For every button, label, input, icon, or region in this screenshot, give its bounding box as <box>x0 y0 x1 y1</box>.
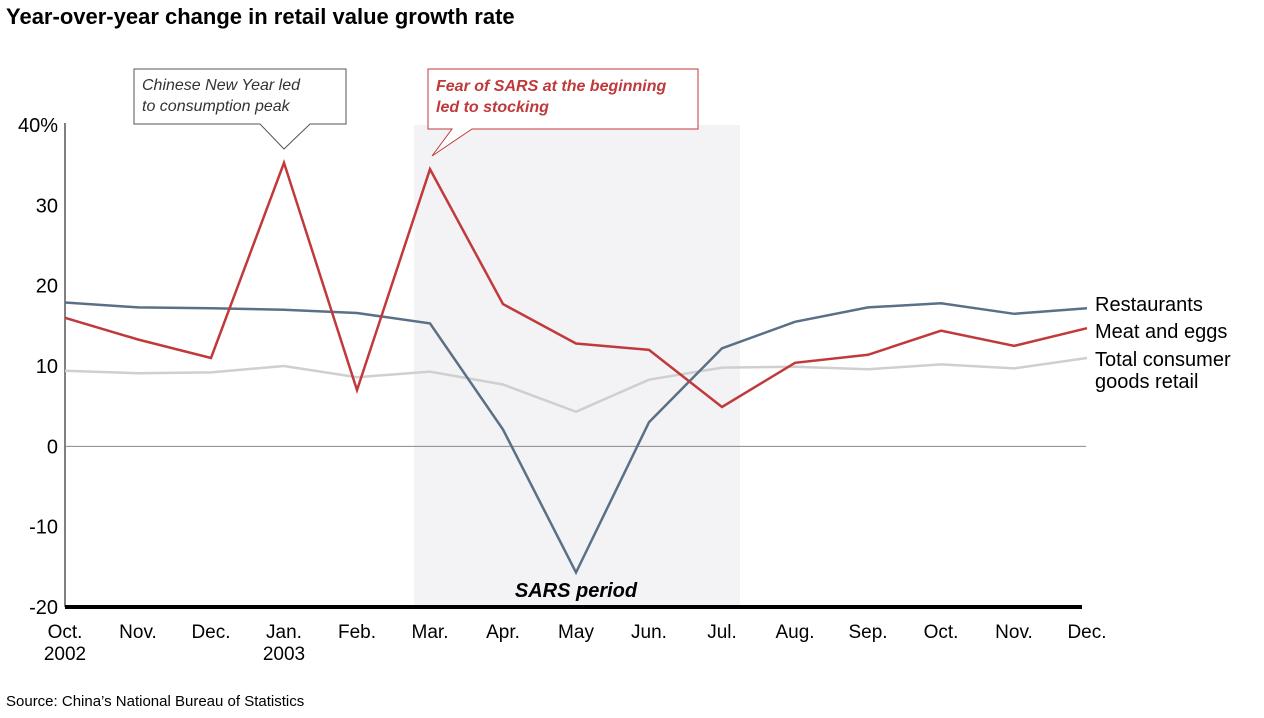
x-tick-label-year: 2003 <box>263 644 305 665</box>
x-tick-label: Mar. <box>412 622 449 643</box>
y-tick-label: 20 <box>36 276 58 298</box>
callout-text: Chinese New Year led <box>142 77 301 94</box>
legend-label: Meat and eggs <box>1095 321 1227 343</box>
callout-text: Fear of SARS at the beginning <box>436 78 666 95</box>
x-tick-label: May <box>558 622 594 643</box>
y-tick-label: 30 <box>36 195 58 217</box>
callout-text: to consumption peak <box>142 98 291 115</box>
y-axis: 40% 30 20 10 0 -10 -20 <box>18 115 66 619</box>
legend: Restaurants Meat and eggs Total consumergo… <box>1095 294 1231 393</box>
source-note: Source: China’s National Bureau of Stati… <box>6 693 305 710</box>
x-tick-label: Dec. <box>191 622 230 643</box>
x-tick-label: Jun. <box>631 622 667 643</box>
series-line-restaurants <box>64 301 1088 576</box>
x-tick-label: Nov. <box>995 622 1033 643</box>
callout-box-fear-of-sars <box>427 68 699 157</box>
callout-text: led to stocking <box>436 99 549 116</box>
x-tick-label-year: 2002 <box>44 644 86 665</box>
x-tick-label: Jan. <box>266 622 302 643</box>
x-tick-label: Oct. <box>48 622 83 643</box>
x-tick-label: Feb. <box>338 622 376 643</box>
x-tick-label: Aug. <box>775 622 814 643</box>
annotations: Chinese New Year led to consumption peak F… <box>133 68 699 157</box>
y-tick-label: -20 <box>29 597 58 619</box>
x-axis-line <box>65 605 1082 609</box>
sars-period-label: SARS period <box>515 580 638 602</box>
legend-label: Total consumer <box>1095 349 1231 371</box>
callout-box-chinese-new-year <box>133 68 347 150</box>
series-layer <box>64 158 1088 576</box>
y-tick-label: -10 <box>29 517 58 539</box>
legend-label: Restaurants <box>1095 294 1203 316</box>
x-tick-label: Jul. <box>707 622 737 643</box>
sars-period-band <box>414 125 740 607</box>
legend-label: goods retail <box>1095 371 1198 393</box>
x-tick-label: Nov. <box>119 622 157 643</box>
chart-title: Year-over-year change in retail value gr… <box>6 4 515 29</box>
x-tick-label: Sep. <box>848 622 887 643</box>
y-tick-label: 40% <box>18 115 58 137</box>
series-line-total-consumer-goods-retail <box>64 356 1088 414</box>
y-tick-label: 0 <box>47 436 58 458</box>
y-tick-label: 10 <box>36 356 58 378</box>
x-tick-label: Apr. <box>486 622 520 643</box>
x-tick-label: Dec. <box>1067 622 1106 643</box>
series-line-meat-and-eggs <box>64 158 1088 409</box>
x-tick-label: Oct. <box>924 622 959 643</box>
